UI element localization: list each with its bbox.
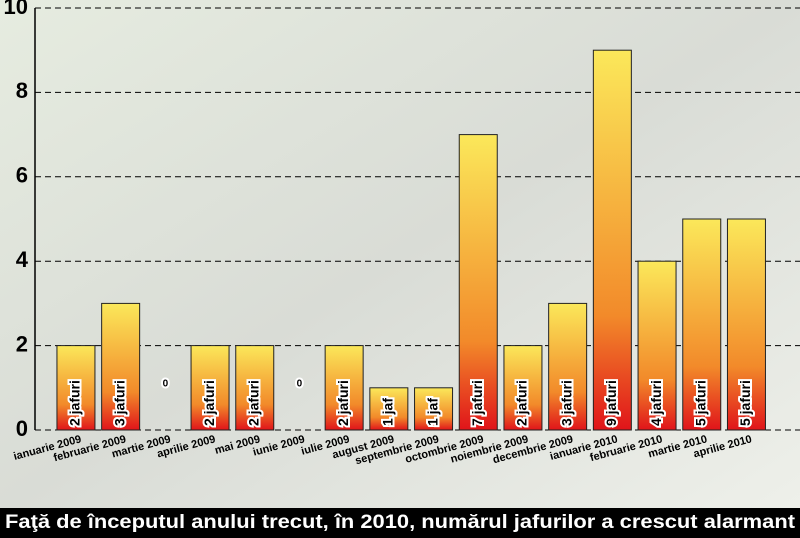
bar — [56, 345, 96, 431]
value-label: 3 jafuri — [558, 380, 574, 426]
value-label: 2 jafuri — [514, 380, 530, 426]
value-label: 0 — [163, 379, 169, 390]
value-label: 1 jaf — [380, 398, 396, 426]
bar — [548, 302, 588, 431]
bar — [637, 260, 677, 431]
y-tick-label: 6 — [16, 163, 28, 188]
bar — [324, 345, 364, 431]
value-label: 7 jafuri — [469, 380, 485, 426]
y-tick-label: 8 — [16, 78, 28, 103]
value-label: 2 jafuri — [335, 380, 351, 426]
value-label: 2 jafuri — [201, 380, 217, 426]
y-tick-label: 10 — [4, 0, 28, 19]
y-tick-label: 4 — [16, 247, 29, 272]
footer-bar — [0, 508, 800, 538]
bar — [592, 49, 632, 431]
chart-title: Faţă de începutul anului trecut, în 2010… — [5, 512, 796, 533]
value-label: 4 jafuri — [648, 380, 664, 426]
bar — [414, 387, 454, 431]
value-label: 9 jafuri — [603, 380, 619, 426]
value-label: 2 jafuri — [245, 380, 261, 426]
bar — [503, 345, 543, 431]
value-label: 0 — [297, 379, 303, 390]
value-label: 3 jafuri — [111, 380, 127, 426]
bar — [190, 345, 230, 431]
bar — [726, 218, 766, 431]
y-tick-label: 0 — [16, 416, 28, 441]
value-label: 2 jafuri — [67, 380, 83, 426]
value-label: 5 jafuri — [737, 380, 753, 426]
y-tick-label: 2 — [16, 331, 28, 356]
value-label: 1 jaf — [424, 398, 440, 426]
value-label: 5 jafuri — [692, 380, 708, 426]
bar — [101, 302, 141, 431]
bar — [235, 345, 275, 431]
bar — [458, 134, 498, 431]
bar — [682, 218, 722, 431]
bar — [369, 387, 409, 431]
